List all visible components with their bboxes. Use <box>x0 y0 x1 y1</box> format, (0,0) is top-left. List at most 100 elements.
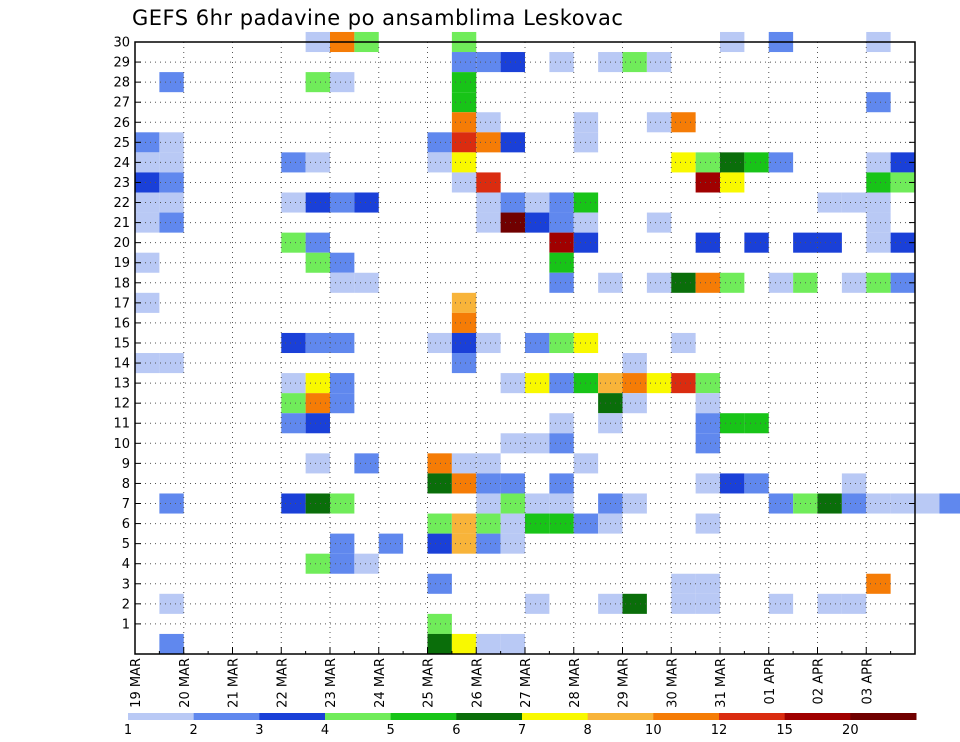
heatmap-cell <box>427 613 452 634</box>
y-tick-label: 25 <box>113 136 130 151</box>
x-tick-label: 24 MAR <box>373 658 388 708</box>
colorbar-swatch <box>325 713 392 720</box>
y-tick-label: 15 <box>113 336 130 351</box>
heatmap-cell <box>135 192 160 213</box>
x-tick-label: 01 APR <box>763 658 778 704</box>
heatmap-cell <box>354 453 379 474</box>
y-tick-label: 17 <box>113 296 130 311</box>
y-tick-label: 8 <box>122 477 130 492</box>
colorbar-label: 5 <box>387 723 395 738</box>
heatmap-cell <box>354 272 379 293</box>
heatmap-cell <box>500 132 526 153</box>
y-tick-label: 24 <box>113 156 130 171</box>
heatmap-cell <box>305 152 331 173</box>
heatmap-cell <box>135 212 160 233</box>
heatmap-cell <box>866 192 891 213</box>
heatmap-cell <box>451 132 477 153</box>
heatmap-cell <box>159 172 184 193</box>
heatmap-cell <box>451 633 477 654</box>
heatmap-cell <box>720 152 745 173</box>
colorbar-label: 1 <box>124 723 132 738</box>
heatmap-cell <box>695 413 721 434</box>
heatmap-cell <box>451 533 477 554</box>
y-tick-label: 22 <box>113 196 130 211</box>
heatmap-cell <box>646 112 672 133</box>
heatmap-cell <box>622 353 647 374</box>
heatmap-cell <box>476 453 501 474</box>
y-tick-label: 29 <box>113 56 130 71</box>
heatmap-cell <box>549 373 574 394</box>
heatmap-cell <box>476 192 501 213</box>
heatmap-cell <box>549 212 574 233</box>
heatmap-cell <box>695 593 721 614</box>
heatmap-cell <box>281 152 306 173</box>
heatmap-cell <box>476 332 501 354</box>
heatmap-cell <box>720 172 745 193</box>
x-tick-label: 26 MAR <box>470 658 485 708</box>
heatmap-cell <box>451 72 477 93</box>
colorbar-label: 2 <box>190 723 198 738</box>
heatmap-cell <box>330 493 355 514</box>
heatmap-cell <box>817 192 842 213</box>
heatmap-cell <box>476 172 501 193</box>
heatmap-cell <box>476 132 501 153</box>
heatmap-cell <box>744 413 769 434</box>
y-tick-label: 21 <box>113 216 130 231</box>
heatmap-cell <box>330 533 355 554</box>
heatmap-cell <box>135 152 160 173</box>
heatmap-cell <box>500 533 526 554</box>
heatmap-cell <box>720 272 745 293</box>
heatmap-cell <box>476 533 501 554</box>
heatmap-cell <box>525 433 550 454</box>
heatmap-cell <box>525 373 550 394</box>
colorbar-swatch <box>522 713 589 720</box>
y-tick-label: 20 <box>113 236 130 251</box>
x-tick-label: 27 MAR <box>519 658 534 708</box>
heatmap-cell <box>646 373 672 394</box>
heatmap-cell <box>159 212 184 233</box>
heatmap-cell <box>890 232 916 253</box>
heatmap-cell <box>866 172 891 193</box>
heatmap-cell <box>549 52 574 73</box>
heatmap-cell <box>159 593 184 614</box>
x-tick-label: 22 MAR <box>275 658 290 708</box>
heatmap-cell <box>622 52 647 73</box>
colorbar-label: 6 <box>452 723 460 738</box>
heatmap-cell <box>549 493 574 514</box>
y-tick-label: 12 <box>113 397 130 412</box>
y-tick-label: 7 <box>122 497 130 512</box>
heatmap-cell <box>866 232 891 253</box>
heatmap-cell <box>427 573 452 594</box>
heatmap-cell <box>525 513 550 534</box>
heatmap-cell <box>720 413 745 434</box>
heatmap-cell <box>281 192 306 213</box>
colorbar-swatch <box>456 713 523 720</box>
colorbar-swatch <box>587 713 654 720</box>
x-tick-label: 25 MAR <box>422 658 437 708</box>
heatmap-cell <box>622 393 647 414</box>
heatmap-cell <box>476 493 501 514</box>
heatmap-cell <box>330 553 355 574</box>
colorbar-label: 12 <box>711 723 728 738</box>
heatmap-cell <box>671 593 696 614</box>
heatmap-cell <box>451 513 477 534</box>
heatmap-cell <box>695 433 721 454</box>
y-tick-label: 3 <box>122 577 130 592</box>
x-tick-label: 30 MAR <box>665 658 680 708</box>
heatmap-cell <box>427 633 452 654</box>
colorbar-swatch <box>784 713 851 720</box>
heatmap-cell <box>890 152 916 173</box>
x-axis: 19 MAR 20 MAR 21 MAR 22 MAR 23 MAR 24 MAR 25 M… <box>129 647 892 708</box>
heatmap-cell <box>354 553 379 574</box>
colorbar-label: 15 <box>776 723 793 738</box>
heatmap-cell <box>622 373 647 394</box>
heatmap-cell <box>305 232 331 253</box>
colorbar-label: 4 <box>321 723 329 738</box>
heatmap-cell <box>305 493 331 514</box>
grid-layer <box>135 41 915 654</box>
heatmap-cell <box>549 192 574 213</box>
heatmap-cell <box>622 493 647 514</box>
heatmap-cell <box>330 373 355 394</box>
heatmap-cell <box>305 453 331 474</box>
heatmap-cell <box>890 493 916 514</box>
